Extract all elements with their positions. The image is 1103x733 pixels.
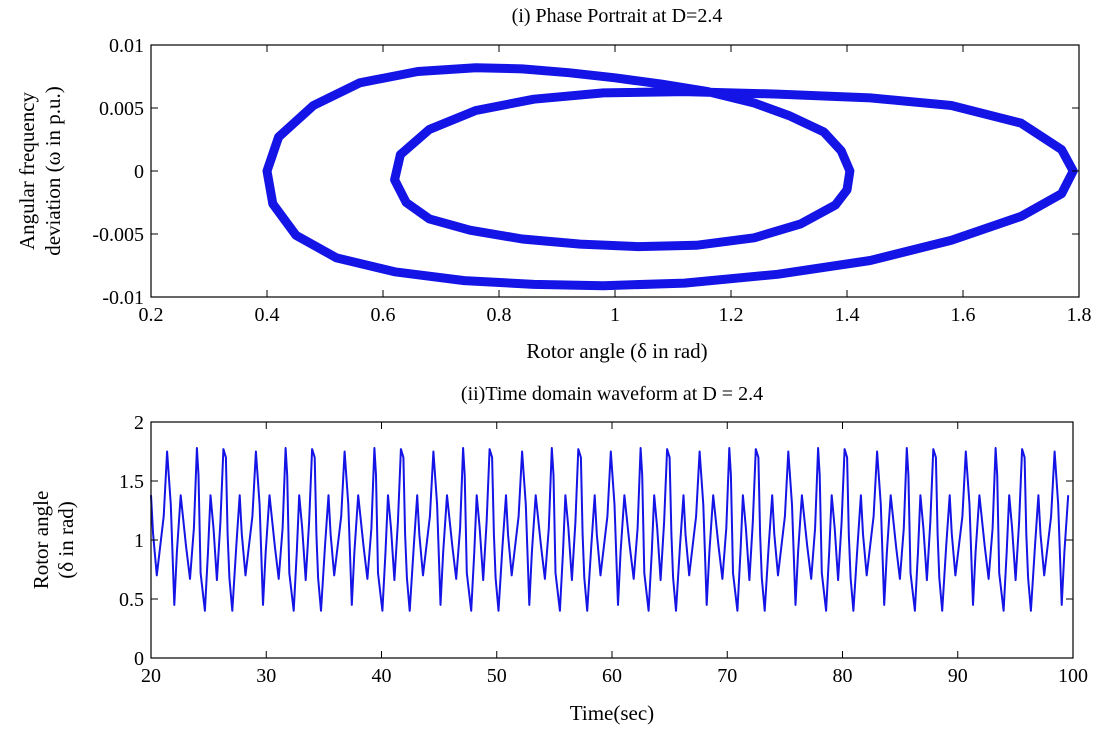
x-tick-label: 1.6 (951, 304, 976, 326)
chart-2-y-axis-label: Rotor angle (δ in rad) (29, 491, 78, 590)
chart-2-plot-area (150, 447, 1070, 612)
chart-2-y-axis-label-line-2: (δ in rad) (54, 501, 78, 579)
x-tick-label: 1.8 (1067, 304, 1092, 326)
x-tick-label: 1.4 (835, 304, 860, 326)
time-domain-chart: (ii)Time domain waveform at D = 2.4 20 30… (29, 383, 1088, 725)
y-tick-label: 0 (134, 648, 144, 670)
x-tick-label: 40 (372, 665, 392, 687)
chart-1-x-axis-label: Rotor angle (δ in rad) (526, 339, 707, 363)
y-tick-label: 0.01 (109, 35, 144, 57)
y-tick-label: 1.5 (119, 471, 144, 493)
x-tick-label: 80 (833, 665, 853, 687)
y-tick-label: -0.005 (92, 224, 144, 246)
chart-2-y-ticks: 0 0.5 1 1.5 2 (119, 412, 1073, 670)
chart-2-x-ticks: 20 30 40 50 60 70 80 90 100 (141, 422, 1088, 687)
x-tick-label: 0.4 (255, 304, 280, 326)
x-tick-label: 50 (487, 665, 507, 687)
chart-1-x-ticks: 0.2 0.4 0.6 0.8 1 1.2 1.4 1.6 1.8 (139, 45, 1092, 326)
chart-2-title: (ii)Time domain waveform at D = 2.4 (461, 383, 763, 405)
x-tick-label: 0.8 (487, 304, 512, 326)
x-tick-label: 1 (610, 304, 620, 326)
y-tick-label: 0.005 (99, 98, 144, 120)
phase-portrait-chart: (i) Phase Portrait at D=2.4 0.2 0.4 0.6 0.8… (15, 5, 1092, 363)
x-tick-label: 70 (717, 665, 737, 687)
x-tick-label: 100 (1058, 665, 1088, 687)
chart-1-y-axis-label-line-1: Angular frequency (15, 91, 39, 250)
chart-1-series-line (262, 63, 1078, 291)
y-tick-label: 0 (134, 161, 144, 183)
chart-1-y-axis-label: Angular frequency deviation (ω in p.u.) (15, 86, 65, 256)
chart-2-series-line (150, 447, 1070, 612)
chart-1-plot-area (262, 63, 1078, 291)
y-tick-label: 0.5 (119, 589, 144, 611)
chart-1-y-axis-label-line-2: deviation (ω in p.u.) (41, 86, 65, 256)
chart-1-title: (i) Phase Portrait at D=2.4 (512, 5, 723, 27)
x-tick-label: 0.6 (371, 304, 396, 326)
x-tick-label: 20 (141, 665, 161, 687)
chart-1-y-ticks: -0.01 -0.005 0 0.005 0.01 (92, 35, 1079, 309)
x-tick-label: 1.2 (719, 304, 744, 326)
x-tick-label: 90 (948, 665, 968, 687)
x-tick-label: 60 (602, 665, 622, 687)
x-tick-label: 0.2 (139, 304, 164, 326)
chart-2-y-axis-label-line-1: Rotor angle (29, 491, 53, 590)
chart-2-x-axis-label: Time(sec) (570, 701, 654, 725)
x-tick-label: 30 (256, 665, 276, 687)
y-tick-label: 2 (134, 412, 144, 434)
y-tick-label: -0.01 (102, 287, 144, 309)
y-tick-label: 1 (134, 530, 144, 552)
